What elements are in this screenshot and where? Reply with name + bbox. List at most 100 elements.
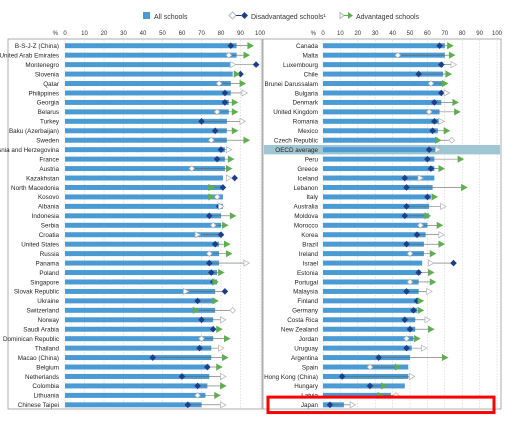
category-label: Bulgaria <box>295 90 319 97</box>
bar-all-schools <box>323 90 442 96</box>
bar-all-schools <box>323 364 409 370</box>
bar-all-schools <box>323 137 438 143</box>
category-label: Malta <box>303 52 319 59</box>
disadvantaged-marker <box>194 382 201 390</box>
x-tick-label: 80 <box>218 31 225 37</box>
bar-all-schools <box>65 184 223 190</box>
row: Malta <box>303 51 456 59</box>
advantaged-marker <box>212 278 219 286</box>
advantaged-marker <box>424 212 432 220</box>
x-axis-unit: % <box>53 31 59 37</box>
row: Greece <box>297 164 446 173</box>
bar-all-schools <box>65 402 202 408</box>
advantaged-marker <box>183 287 190 296</box>
category-label: North Macedonia <box>11 185 59 192</box>
disadvantaged-marker <box>431 118 438 125</box>
row: Slovak Republic <box>14 287 229 296</box>
disadvantaged-marker <box>194 392 201 399</box>
bar-all-schools <box>65 279 218 285</box>
row: Mexico <box>298 127 451 135</box>
disadvantaged-marker <box>213 193 221 201</box>
category-label: Ukraine <box>37 298 59 305</box>
advantaged-marker <box>438 231 446 239</box>
bar-all-schools <box>65 99 229 105</box>
disadvantaged-marker <box>425 146 433 153</box>
row: Costa Rica <box>287 316 432 324</box>
x-tick-label: 20 <box>354 31 361 37</box>
disadvantaged-marker <box>394 51 402 59</box>
bar-all-schools <box>65 355 212 361</box>
disadvantaged-marker <box>198 316 205 324</box>
category-label: Iceland <box>298 175 319 182</box>
category-label: Jordan <box>299 336 319 343</box>
legend-adv-label: Advantaged schools <box>356 14 420 21</box>
x-tick-label: 60 <box>424 31 431 37</box>
disadvantaged-marker <box>204 363 211 371</box>
category-label: Brazil <box>302 241 318 248</box>
row: Czech Republic <box>274 136 456 145</box>
bar-all-schools <box>323 383 405 389</box>
row: Israel <box>303 259 457 267</box>
row: Montenegro <box>25 61 260 69</box>
category-label: Colombia <box>32 383 59 390</box>
advantaged-marker <box>208 183 215 192</box>
advantaged-marker <box>414 335 421 343</box>
advantaged-marker <box>222 353 229 362</box>
disadvantaged-marker <box>252 61 260 68</box>
row: Hungary <box>294 382 405 390</box>
legend-disadv-open-diamond <box>228 11 237 20</box>
disadvantaged-marker <box>438 61 445 68</box>
category-label: Greece <box>297 166 318 173</box>
category-label: Indonesia <box>32 213 60 220</box>
category-label: Czech Republic <box>274 138 318 145</box>
category-label: Norway <box>38 317 60 324</box>
disadvantaged-marker <box>207 269 215 276</box>
category-label: Japan <box>301 402 319 409</box>
advantaged-marker <box>428 268 435 277</box>
bar-all-schools <box>323 52 445 58</box>
disadvantaged-marker <box>401 174 409 182</box>
bar-all-schools <box>65 81 231 87</box>
category-label: OECD average <box>275 147 318 154</box>
advantaged-marker <box>194 231 202 239</box>
advantaged-marker <box>220 316 227 324</box>
bar-all-schools <box>323 392 391 398</box>
advantaged-marker <box>438 164 446 173</box>
bar-all-schools <box>323 288 419 294</box>
bar-all-schools <box>65 118 227 124</box>
row: Lebanon <box>293 183 468 192</box>
bar-all-schools <box>65 336 214 342</box>
bar-all-schools <box>65 109 229 115</box>
bar-all-schools <box>323 71 444 77</box>
advantaged-marker <box>218 344 225 352</box>
row: Iceland <box>298 174 435 182</box>
category-label: Ireland <box>299 251 319 258</box>
disadvantaged-marker <box>403 344 410 352</box>
row: Turkey <box>40 117 247 126</box>
category-label: Spain <box>302 364 319 371</box>
advantaged-marker <box>216 325 223 333</box>
disadvantaged-marker <box>429 127 436 135</box>
advantaged-marker <box>224 335 231 343</box>
x-tick-label: 90 <box>237 31 244 37</box>
row: Switzerland <box>26 306 236 315</box>
disadvantaged-marker <box>403 184 410 191</box>
legend-all-swatch <box>143 12 150 19</box>
category-label: Georgia <box>37 100 60 107</box>
row: United States <box>21 240 231 248</box>
disadvantaged-marker <box>221 99 229 106</box>
disadvantaged-marker <box>401 316 409 324</box>
bar-all-schools <box>323 326 416 332</box>
advantaged-marker <box>426 287 433 296</box>
disadvantaged-marker <box>196 344 203 352</box>
x-tick-label: 20 <box>101 31 108 37</box>
category-label: New Zealand <box>281 327 319 334</box>
x-tick-label: 10 <box>81 31 88 37</box>
row: Canada <box>296 42 454 50</box>
category-label: Dominican Republic <box>3 336 59 343</box>
x-tick-label: 70 <box>198 31 205 37</box>
disadvantaged-marker <box>184 401 192 409</box>
category-label: Poland <box>39 270 59 277</box>
advantaged-marker <box>218 268 225 277</box>
